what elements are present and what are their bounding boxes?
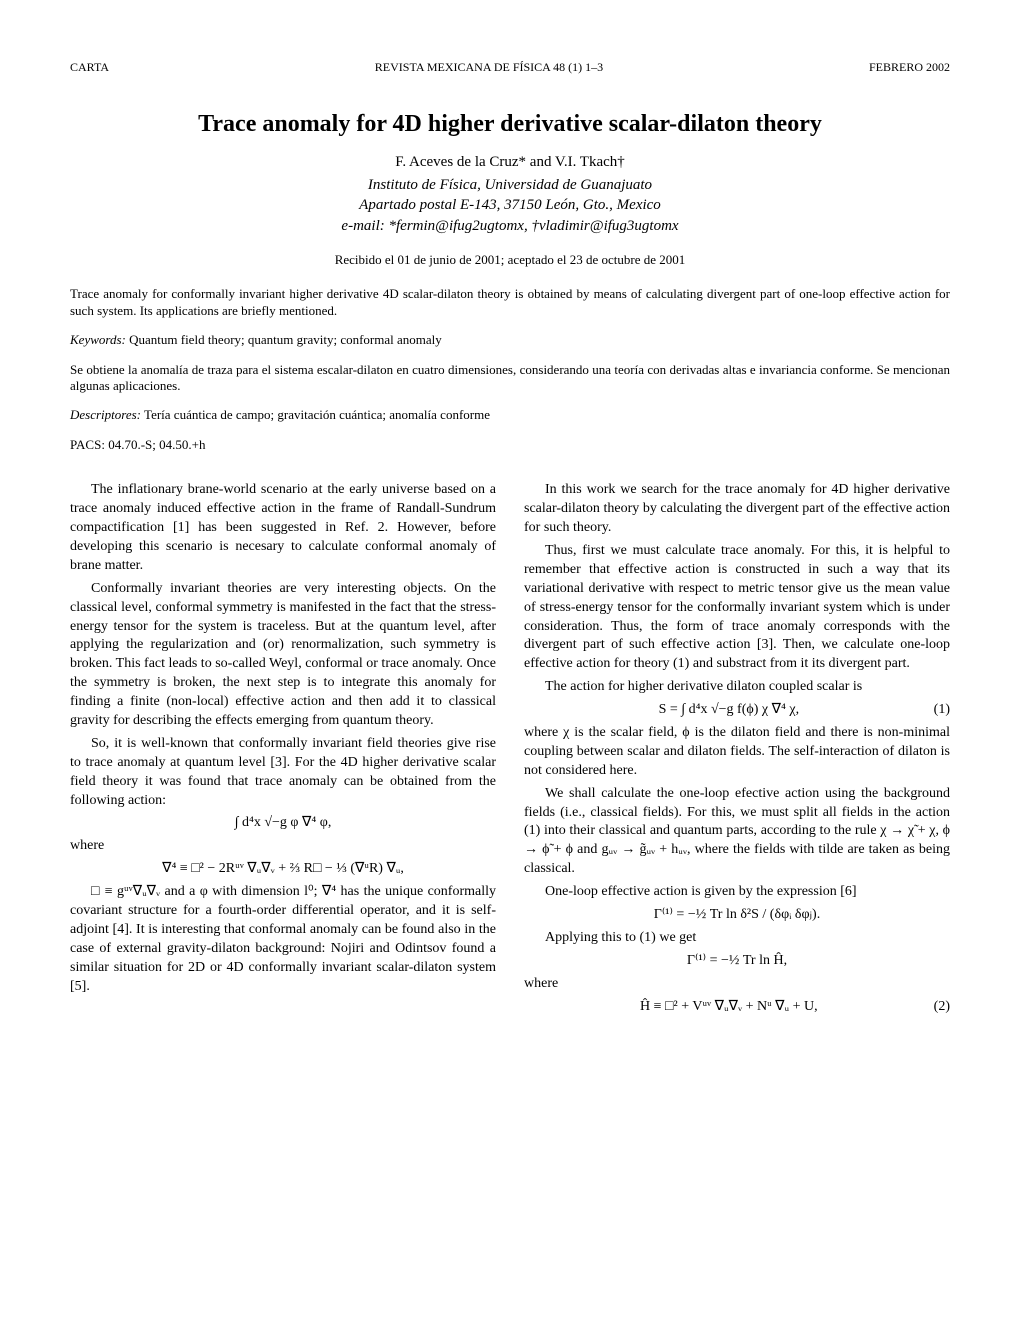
- body-columns: The inflationary brane-world scenario at…: [70, 481, 950, 1016]
- para-5: In this work we search for the trace ano…: [524, 481, 950, 538]
- equation-a: ∫ d⁴x √−g φ ∇⁴ φ,: [70, 814, 496, 833]
- descriptores-text: Tería cuántica de campo; gravitación cuá…: [141, 407, 490, 422]
- header-right: FEBRERO 2002: [869, 60, 950, 75]
- where-2: where: [524, 975, 950, 994]
- equation-b: ∇⁴ ≡ □² − 2Rᵘᵛ ∇ᵤ∇ᵥ + ⅔ R□ − ⅓ (∇ᵘR) ∇ᵤ,: [70, 860, 496, 879]
- authors: F. Aceves de la Cruz* and V.I. Tkach†: [70, 154, 950, 171]
- para-11: Applying this to (1) we get: [524, 929, 950, 948]
- header-left: CARTA: [70, 60, 109, 75]
- header-center: REVISTA MEXICANA DE FÍSICA 48 (1) 1–3: [375, 60, 603, 75]
- equation-2-number: (2): [934, 998, 950, 1017]
- abstract-spanish: Se obtiene la anomalía de traza para el …: [70, 362, 950, 396]
- para-3: So, it is well-known that conformally in…: [70, 735, 496, 811]
- equation-d: Γ⁽¹⁾ = −½ Tr ln Ĥ,: [524, 952, 950, 971]
- para-9: We shall calculate the one-loop efective…: [524, 785, 950, 879]
- article-title: Trace anomaly for 4D higher derivative s…: [70, 111, 950, 138]
- received-line: Recibido el 01 de junio de 2001; aceptad…: [70, 252, 950, 268]
- descriptores-row: Descriptores: Tería cuántica de campo; g…: [70, 407, 950, 423]
- equation-1: S = ∫ d⁴x √−g f(ϕ) χ ∇⁴ χ, (1): [524, 701, 950, 720]
- descriptores-label: Descriptores:: [70, 407, 141, 422]
- affiliation-line1: Instituto de Física, Universidad de Guan…: [70, 175, 950, 195]
- para-2: Conformally invariant theories are very …: [70, 580, 496, 731]
- para-10: One-loop effective action is given by th…: [524, 883, 950, 902]
- keywords-text: Quantum field theory; quantum gravity; c…: [126, 332, 442, 347]
- keywords-label: Keywords:: [70, 332, 126, 347]
- abstract-english: Trace anomaly for conformally invariant …: [70, 286, 950, 320]
- where-1: where: [70, 837, 496, 856]
- para-8: where χ is the scalar field, ϕ is the di…: [524, 724, 950, 781]
- para-7: The action for higher derivative dilaton…: [524, 678, 950, 697]
- equation-c: Γ⁽¹⁾ = −½ Tr ln δ²S / (δφᵢ δφⱼ).: [524, 906, 950, 925]
- para-6: Thus, first we must calculate trace anom…: [524, 542, 950, 674]
- para-1: The inflationary brane-world scenario at…: [70, 481, 496, 575]
- running-header: CARTA REVISTA MEXICANA DE FÍSICA 48 (1) …: [70, 60, 950, 75]
- keywords-row: Keywords: Quantum field theory; quantum …: [70, 332, 950, 348]
- equation-1-body: S = ∫ d⁴x √−g f(ϕ) χ ∇⁴ χ,: [659, 702, 800, 717]
- equation-1-number: (1): [934, 701, 950, 720]
- affiliation-line3: e-mail: *fermin@ifug2ugtomx, †vladimir@i…: [70, 216, 950, 236]
- pacs-line: PACS: 04.70.-S; 04.50.+h: [70, 437, 950, 453]
- para-4: □ ≡ gᵘᵛ∇ᵤ∇ᵥ and a φ with dimension l⁰; ∇…: [70, 883, 496, 996]
- equation-2-body: Ĥ ≡ □² + Vᵘᵛ ∇ᵤ∇ᵥ + Nᵘ ∇ᵤ + U,: [640, 999, 818, 1014]
- equation-2: Ĥ ≡ □² + Vᵘᵛ ∇ᵤ∇ᵥ + Nᵘ ∇ᵤ + U, (2): [524, 998, 950, 1017]
- affiliation-line2: Apartado postal E-143, 37150 León, Gto.,…: [70, 195, 950, 215]
